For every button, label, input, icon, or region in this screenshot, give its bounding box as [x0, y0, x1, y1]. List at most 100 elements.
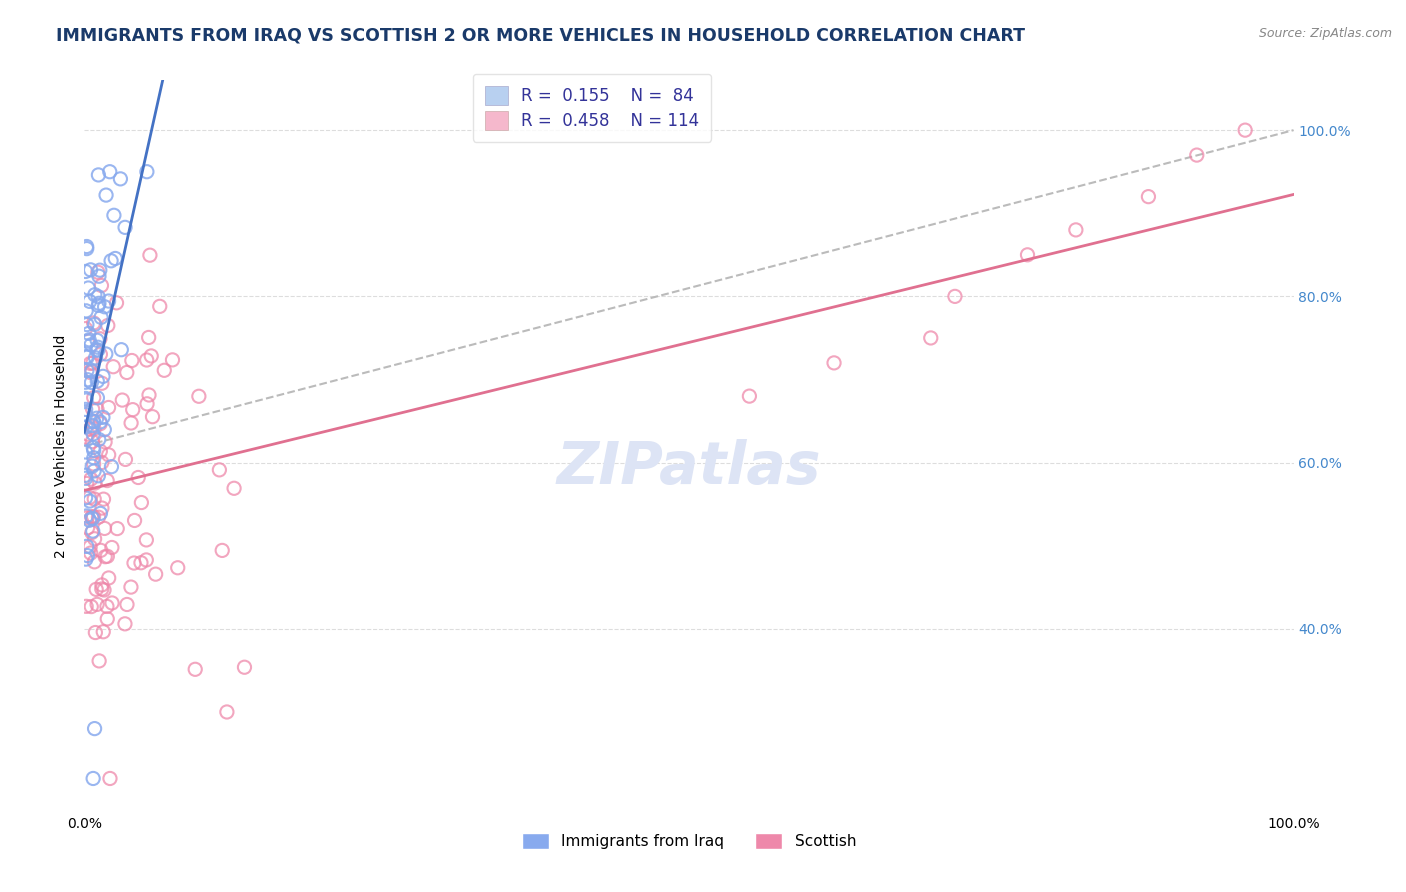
Point	[82, 415, 104, 429]
Text: IMMIGRANTS FROM IRAQ VS SCOTTISH 2 OR MORE VEHICLES IN HOUSEHOLD CORRELATION CHA: IMMIGRANTS FROM IRAQ VS SCOTTISH 2 OR MO…	[56, 27, 1025, 45]
Point	[82, 418, 104, 433]
Point	[87, 265, 110, 279]
Point	[87, 296, 110, 310]
Point	[101, 596, 124, 610]
Point	[138, 388, 160, 402]
Point	[82, 441, 104, 455]
Point	[90, 278, 112, 293]
Point	[87, 168, 110, 182]
Point	[86, 374, 108, 388]
Point	[166, 561, 188, 575]
Point	[89, 507, 111, 521]
Point	[83, 457, 105, 471]
Point	[135, 165, 157, 179]
Point	[84, 582, 107, 597]
Point	[76, 318, 98, 332]
Point	[141, 349, 163, 363]
Point	[83, 422, 105, 436]
Point	[75, 471, 97, 485]
Point	[84, 476, 107, 491]
Point	[96, 612, 118, 626]
Point	[89, 263, 111, 277]
Point	[124, 513, 146, 527]
Point	[103, 208, 125, 222]
Point	[79, 263, 101, 277]
Point	[82, 414, 104, 428]
Point	[77, 427, 100, 442]
Point	[77, 326, 100, 341]
Point	[110, 343, 132, 357]
Point	[943, 289, 966, 303]
Point	[87, 340, 110, 354]
Point	[76, 350, 98, 364]
Point	[93, 300, 115, 314]
Point	[97, 571, 120, 585]
Point	[76, 521, 98, 535]
Point	[114, 220, 136, 235]
Point	[86, 333, 108, 347]
Point	[80, 376, 103, 390]
Point	[76, 510, 98, 524]
Point	[121, 353, 143, 368]
Point	[86, 402, 108, 417]
Legend: Immigrants from Iraq, Scottish: Immigrants from Iraq, Scottish	[516, 827, 862, 855]
Point	[97, 448, 120, 462]
Point	[131, 495, 153, 509]
Point	[75, 264, 97, 278]
Point	[76, 539, 98, 553]
Point	[96, 549, 118, 564]
Point	[80, 525, 103, 540]
Point	[823, 356, 845, 370]
Point	[87, 433, 110, 447]
Point	[149, 299, 172, 313]
Point	[80, 472, 103, 486]
Point	[83, 532, 105, 546]
Point	[90, 310, 112, 325]
Point	[82, 772, 104, 786]
Point	[94, 188, 117, 202]
Point	[83, 318, 105, 332]
Point	[75, 303, 97, 318]
Point	[77, 333, 100, 347]
Point	[76, 373, 98, 387]
Point	[93, 582, 115, 597]
Point	[90, 501, 112, 516]
Point	[75, 392, 97, 406]
Point	[75, 491, 97, 505]
Point	[93, 492, 115, 507]
Point	[82, 364, 104, 378]
Point	[93, 521, 115, 535]
Point	[76, 242, 98, 256]
Point	[97, 318, 120, 333]
Point	[84, 351, 107, 365]
Point	[79, 491, 101, 505]
Point	[115, 366, 138, 380]
Point	[120, 416, 142, 430]
Point	[86, 343, 108, 357]
Point	[76, 350, 98, 364]
Point	[83, 287, 105, 301]
Point	[129, 556, 152, 570]
Point	[79, 540, 101, 554]
Point	[75, 376, 97, 390]
Point	[127, 470, 149, 484]
Point	[82, 356, 104, 370]
Point	[82, 434, 104, 449]
Point	[90, 582, 112, 596]
Point	[75, 408, 97, 422]
Point	[83, 555, 105, 569]
Point	[105, 522, 128, 536]
Point	[87, 343, 110, 357]
Point	[76, 239, 98, 253]
Point	[91, 369, 114, 384]
Point	[83, 443, 105, 458]
Point	[89, 347, 111, 361]
Point	[83, 316, 105, 330]
Point	[114, 616, 136, 631]
Point	[105, 295, 128, 310]
Point	[86, 411, 108, 425]
Point	[75, 468, 97, 483]
Point	[89, 654, 111, 668]
Point	[94, 549, 117, 564]
Point	[208, 463, 231, 477]
